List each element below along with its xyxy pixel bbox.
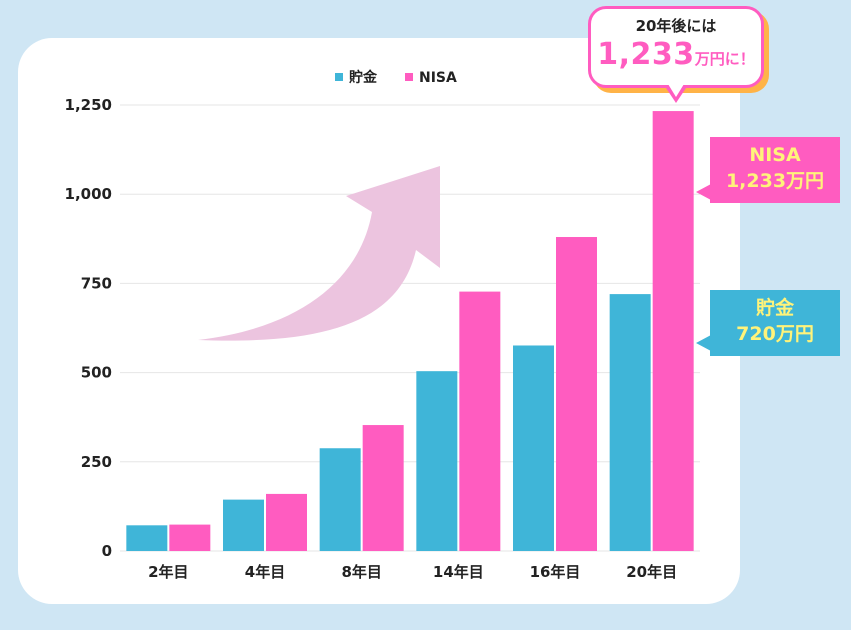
bar-chokin xyxy=(513,345,554,551)
bars xyxy=(126,111,694,552)
callout-line2: 1,233万円に！ xyxy=(591,37,761,72)
bar-nisa xyxy=(169,524,211,551)
x-tick-label: 4年目 xyxy=(245,563,285,581)
bar-nisa xyxy=(362,425,404,551)
y-tick-label: 0 xyxy=(102,542,112,560)
y-axis: 0 250 500 750 1,000 1,250 xyxy=(65,96,112,560)
x-axis: 2年目 4年目 8年目 14年目 16年目 20年目 xyxy=(148,563,677,581)
upward-trend-arrow-icon xyxy=(198,166,440,341)
callout-bubble: 20年後には 1,233万円に！ xyxy=(588,6,764,88)
y-tick-label: 1,250 xyxy=(65,96,112,114)
bar-nisa xyxy=(459,291,501,551)
y-tick-label: 1,000 xyxy=(65,185,112,203)
bar-chokin xyxy=(609,294,651,551)
chokin-value-label: 貯金 720万円 xyxy=(710,290,840,356)
callout-line1: 20年後には xyxy=(635,17,717,35)
bar-chokin xyxy=(319,448,361,551)
x-tick-label: 8年目 xyxy=(341,563,381,581)
nisa-label-value: 1,233万円 xyxy=(725,170,825,192)
y-tick-label: 750 xyxy=(81,274,112,292)
callout-amount: 1,233 xyxy=(597,37,695,72)
callout-tail-inner xyxy=(668,84,684,97)
bar-chokin xyxy=(126,525,168,551)
nisa-label-tail xyxy=(696,184,711,200)
chokin-label-value: 720万円 xyxy=(736,323,814,345)
nisa-label-name: NISA xyxy=(749,144,801,166)
legend-label-nisa: NISA xyxy=(419,70,457,86)
x-tick-label: 2年目 xyxy=(148,563,188,581)
x-tick-label: 16年目 xyxy=(530,563,581,581)
x-tick-label: 20年目 xyxy=(626,563,677,581)
chokin-label-name: 貯金 xyxy=(755,297,794,319)
legend-swatch-nisa xyxy=(405,73,413,81)
bar-nisa xyxy=(652,111,694,551)
y-tick-label: 500 xyxy=(81,364,112,382)
y-tick-label: 250 xyxy=(81,453,112,471)
legend-swatch-chokin xyxy=(335,73,343,81)
x-tick-label: 14年目 xyxy=(433,563,484,581)
nisa-value-label: NISA 1,233万円 xyxy=(710,137,840,203)
legend-label-chokin: 貯金 xyxy=(349,69,378,86)
bar-nisa xyxy=(556,237,597,552)
bar-nisa xyxy=(266,493,307,551)
legend: 貯金 NISA xyxy=(335,69,457,86)
chokin-label-tail xyxy=(696,335,711,351)
bar-chokin xyxy=(416,371,458,551)
bar-chokin xyxy=(223,499,264,551)
callout-suffix: 万円に！ xyxy=(694,50,755,68)
